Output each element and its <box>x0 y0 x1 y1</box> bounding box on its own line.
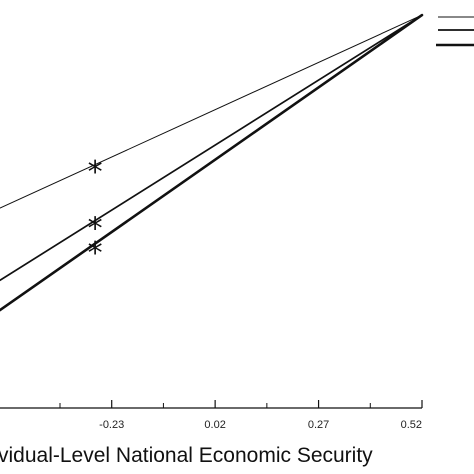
x-tick-label-4: 0.52 <box>401 419 422 431</box>
significance-marker-2: * <box>88 211 103 246</box>
x-axis-label: vidual-Level National Economic Security <box>0 444 373 467</box>
series-line-1 <box>0 14 423 209</box>
series-line-3 <box>0 13 424 312</box>
x-tick-label-3: 0.27 <box>308 419 329 431</box>
x-tick-label-2: 0.02 <box>204 419 225 431</box>
series-line-2 <box>0 14 423 282</box>
marker-layer: *** <box>88 155 103 271</box>
significance-marker-1: * <box>88 155 103 190</box>
series-layer <box>0 13 424 312</box>
x-tick-label-1: -0.23 <box>99 419 124 431</box>
x-ticks: -0.23 0.02 0.27 0.52 <box>59 400 423 431</box>
significance-marker-3: * <box>88 236 103 271</box>
legend <box>436 16 474 47</box>
